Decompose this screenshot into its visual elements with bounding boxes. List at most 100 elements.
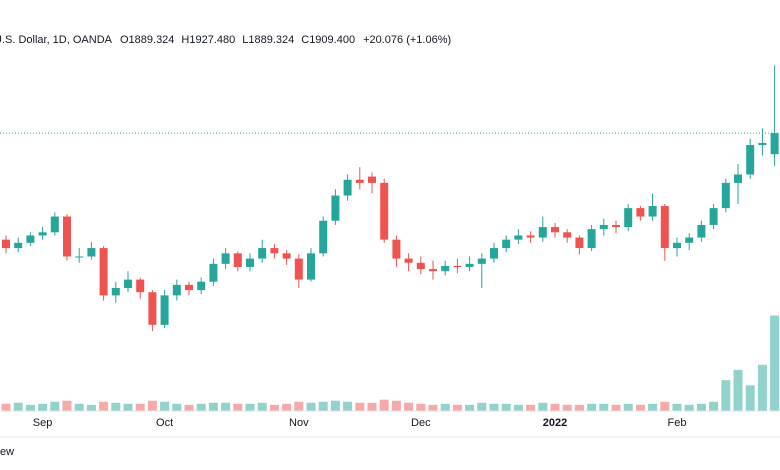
volume-bar <box>306 402 316 411</box>
volume-bar <box>111 402 121 411</box>
candle-body <box>648 206 657 217</box>
volume-bar <box>343 401 353 411</box>
x-tick-label: Oct <box>156 417 173 429</box>
candle-body <box>136 279 145 293</box>
volume-bar <box>587 403 597 411</box>
candle-body <box>416 262 425 270</box>
candle-body <box>612 224 620 228</box>
candle-body <box>282 253 291 259</box>
x-tick-label: Feb <box>668 417 687 429</box>
candle-body <box>75 256 84 258</box>
candle-body <box>63 216 71 257</box>
candle-body <box>246 258 254 267</box>
candle-body <box>429 269 437 272</box>
volume-bar <box>635 404 645 411</box>
candle-body <box>258 248 267 259</box>
volume-bar <box>574 404 584 411</box>
candle-body <box>99 248 108 296</box>
volume-bar <box>538 402 548 411</box>
footer-text: ew <box>0 446 14 458</box>
candle-body <box>38 232 47 236</box>
volume-bar <box>62 400 72 411</box>
volume-bar <box>221 402 231 411</box>
volume-bar <box>86 404 96 411</box>
volume-bar <box>184 404 194 411</box>
volume-bar <box>172 403 182 411</box>
volume-bar <box>99 401 109 411</box>
candle-body <box>709 208 718 225</box>
candle-body <box>453 265 462 267</box>
candle-body <box>14 242 23 249</box>
candle-body <box>307 253 315 280</box>
volume-bar <box>611 404 621 411</box>
candle-body <box>294 258 303 280</box>
legend: U.S. Dollar, 1D, OANDA O1889.324 H1927.48… <box>0 34 451 46</box>
volume-bar <box>416 403 426 411</box>
volume-bar <box>672 403 682 411</box>
x-tick-label: Sep <box>33 417 53 429</box>
candle-body <box>392 239 401 259</box>
volume-bar <box>208 402 218 411</box>
candle-body <box>477 258 486 264</box>
candle-body <box>368 176 376 183</box>
volume-bar <box>404 402 414 411</box>
candle-body <box>160 295 169 325</box>
volume-bar <box>379 399 389 411</box>
candle-body <box>343 179 352 196</box>
candle-body <box>355 179 364 183</box>
volume-bar <box>428 404 438 411</box>
legend-value: +20.076 (+1.06%) <box>363 34 451 46</box>
candle-body <box>526 235 535 238</box>
legend-value: H1927.480 <box>181 34 235 46</box>
candle-body <box>233 253 242 267</box>
candle-body <box>636 208 645 217</box>
volume-bar <box>355 402 365 411</box>
legend-value: L1889.324 <box>242 34 294 46</box>
candle-body <box>26 235 35 243</box>
legend-value: C1909.400 <box>301 34 355 46</box>
volume-bar <box>721 380 731 411</box>
volume-bar <box>465 404 475 411</box>
volume-bar <box>318 401 328 411</box>
candle-body <box>490 248 498 259</box>
candle-body <box>502 239 511 249</box>
x-tick-label: Dec <box>411 417 431 429</box>
candle-body <box>575 237 584 249</box>
candle-body <box>563 232 572 238</box>
candle-body <box>185 284 193 291</box>
volume-bar <box>282 403 292 411</box>
volume-bar <box>562 404 572 411</box>
volume-bar <box>391 400 401 411</box>
candle-body <box>441 265 450 272</box>
candle-body <box>50 216 59 233</box>
volume-bar <box>477 402 487 411</box>
candle-body <box>587 229 596 249</box>
volume-bar <box>294 401 304 411</box>
volume-bar <box>1 403 11 411</box>
x-tick-label: 2022 <box>543 417 567 429</box>
volume-bar <box>330 400 340 411</box>
volume-bar <box>257 402 267 411</box>
candle-body <box>148 292 157 325</box>
candle-body <box>221 253 230 264</box>
volume-bar <box>13 402 23 411</box>
candle-body <box>319 220 328 254</box>
candle-body <box>551 227 559 233</box>
volume-bar <box>757 364 767 411</box>
candle-body <box>673 242 681 249</box>
volume-bar <box>770 315 780 411</box>
candle-body <box>758 142 767 146</box>
volume-bar <box>745 385 755 411</box>
candle-body <box>2 239 10 249</box>
candle-body <box>660 206 669 249</box>
volume-bar <box>233 403 243 411</box>
volume-bar <box>160 401 170 411</box>
volume-bar <box>147 400 157 411</box>
candle-body <box>465 263 474 267</box>
volume-bar <box>709 401 719 411</box>
volume-bar <box>684 404 694 411</box>
volume-bar <box>196 403 206 411</box>
volume-bar <box>269 404 279 411</box>
